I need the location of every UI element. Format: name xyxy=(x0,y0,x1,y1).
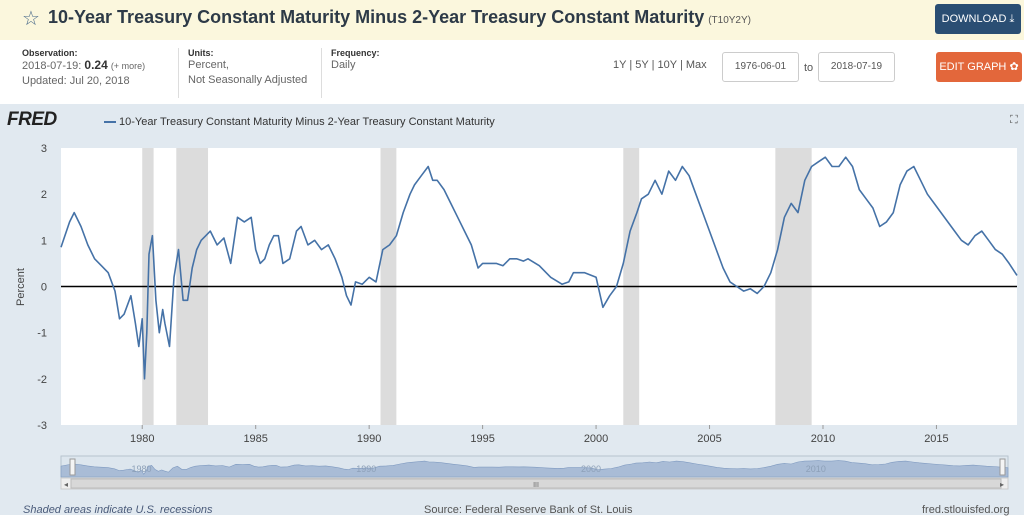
divider xyxy=(321,48,322,98)
range-5y-link[interactable]: 5Y xyxy=(635,59,649,71)
y-tick-label: -1 xyxy=(37,328,47,340)
y-axis-label: Percent xyxy=(15,268,27,306)
header-bar: ☆ 10-Year Treasury Constant Maturity Min… xyxy=(0,0,1024,40)
series-line xyxy=(60,156,1018,380)
start-date-input[interactable]: 1976-06-01 xyxy=(722,52,799,82)
range-1y-link[interactable]: 1Y xyxy=(613,59,627,71)
units-label: Units: xyxy=(188,48,214,58)
frequency-block: Frequency: Daily xyxy=(331,48,380,73)
observation-more-link[interactable]: (+ more) xyxy=(110,61,146,71)
y-tick-label: 2 xyxy=(41,189,47,201)
units-line2: Not Seasonally Adjusted xyxy=(188,74,308,86)
chart-panel: 3 2 1 0 -1 -2 -3 1980 1985 1990 1995 2000 2005 2010 2… xyxy=(0,104,1024,516)
y-tick-labels: 3 2 1 0 -1 -2 -3 xyxy=(37,143,47,432)
updated-text: Updated: Jul 20, 2018 xyxy=(22,75,130,87)
edit-graph-label: EDIT GRAPH xyxy=(939,61,1007,73)
chart-svg: 3 2 1 0 -1 -2 -3 1980 1985 1990 1995 2000 2005 2010 2… xyxy=(15,143,1018,490)
y-tick-label: 0 xyxy=(41,282,47,294)
units-line1: Percent, xyxy=(188,59,229,71)
legend-line-swatch xyxy=(104,121,116,124)
star-icon[interactable]: ☆ xyxy=(22,8,40,30)
range-separator: | xyxy=(679,59,683,71)
y-tick-label: 1 xyxy=(41,235,47,247)
navigator-right-handle[interactable] xyxy=(999,458,1006,476)
frequency-label: Frequency: xyxy=(331,48,380,58)
range-separator: | xyxy=(629,59,633,71)
x-tick-label: 2015 xyxy=(924,433,948,445)
navigator-year-label: 2000 xyxy=(581,464,601,474)
source-text: Source: Federal Reserve Bank of St. Loui… xyxy=(424,504,633,516)
line-layer xyxy=(60,156,1018,380)
to-label: to xyxy=(804,62,814,74)
legend-label: 10-Year Treasury Constant Maturity Minus… xyxy=(119,116,495,128)
series-title: 10-Year Treasury Constant Maturity Minus… xyxy=(48,7,705,27)
x-tick-label: 2010 xyxy=(811,433,835,445)
range-max-link[interactable]: Max xyxy=(685,59,707,71)
x-tick-label: 1980 xyxy=(130,433,154,445)
frequency-value: Daily xyxy=(331,59,356,71)
fred-logo: FRED xyxy=(7,109,57,130)
observation-label: Observation: xyxy=(22,48,78,58)
navigator-year-label: 1980 xyxy=(131,464,151,474)
chart-legend: 10-Year Treasury Constant Maturity Minus… xyxy=(104,116,495,128)
navigator-year-labels: 1980 1990 2000 2010 xyxy=(131,464,825,474)
x-tick-label: 1985 xyxy=(243,433,267,445)
expand-icon[interactable]: ⛶ xyxy=(1010,114,1018,126)
range-links: 1Y | 5Y | 10Y | Max xyxy=(613,59,707,71)
download-label: DOWNLOAD xyxy=(941,13,1007,25)
x-tick-label: 2000 xyxy=(584,433,608,445)
x-tick-labels: 1980 1985 1990 1995 2000 2005 2010 2015 xyxy=(130,425,949,445)
observation-block: Observation: 2018-07-19: 0.24 (+ more) U… xyxy=(22,48,145,89)
observation-value: 0.24 xyxy=(84,58,108,72)
navigator-series xyxy=(60,460,1009,478)
y-tick-label: 3 xyxy=(41,143,47,155)
divider xyxy=(178,48,179,98)
series-id: (T10Y2Y) xyxy=(708,15,751,26)
scrollbar-thumb[interactable] xyxy=(70,478,1002,489)
navigator-left-handle[interactable] xyxy=(69,458,76,476)
recession-note: Shaded areas indicate U.S. recessions xyxy=(23,504,213,516)
scroll-right-arrow-icon[interactable]: ▸ xyxy=(1000,480,1004,489)
observation-date: 2018-07-19: xyxy=(22,60,82,72)
units-block: Units: Percent, Not Seasonally Adjusted xyxy=(188,48,307,88)
edit-graph-button[interactable]: EDIT GRAPH ✿ xyxy=(936,52,1022,82)
gear-icon: ✿ xyxy=(1009,61,1019,73)
download-button[interactable]: DOWNLOAD ⤓ xyxy=(935,4,1021,34)
x-tick-label: 1995 xyxy=(470,433,494,445)
scrollbar[interactable]: ◂ ▸ III xyxy=(60,477,1009,490)
x-tick-label: 2005 xyxy=(697,433,721,445)
observation-line: 2018-07-19: 0.24 (+ more) xyxy=(22,58,145,74)
navigator[interactable]: 1980 1990 2000 2010 xyxy=(60,455,1009,479)
page-title: 10-Year Treasury Constant Maturity Minus… xyxy=(48,7,751,28)
x-tick-label: 1990 xyxy=(357,433,381,445)
y-tick-label: -3 xyxy=(37,420,47,432)
source-url-link[interactable]: fred.stlouisfed.org xyxy=(922,504,1010,516)
range-10y-link[interactable]: 10Y xyxy=(657,59,677,71)
scrollbar-grip: III xyxy=(533,482,539,489)
range-separator: | xyxy=(651,59,655,71)
y-tick-label: -2 xyxy=(37,374,47,386)
navigator-year-label: 1990 xyxy=(356,464,376,474)
navigator-year-label: 2010 xyxy=(806,464,826,474)
scroll-left-arrow-icon[interactable]: ◂ xyxy=(64,480,68,489)
end-date-input[interactable]: 2018-07-19 xyxy=(818,52,895,82)
download-icon: ⤓ xyxy=(1009,13,1015,25)
